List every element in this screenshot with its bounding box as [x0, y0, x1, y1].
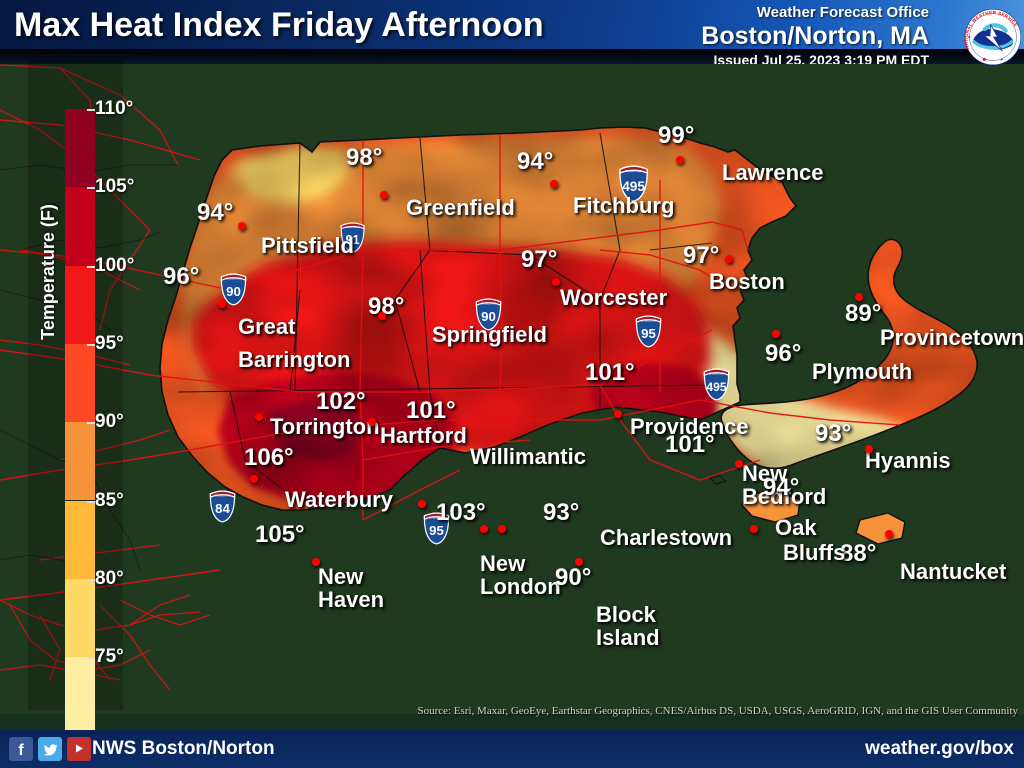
svg-text:f: f [18, 742, 24, 759]
svg-text:84: 84 [215, 501, 230, 516]
svg-text:495: 495 [706, 380, 726, 394]
svg-text:90: 90 [226, 284, 241, 299]
svg-text:495: 495 [622, 179, 645, 194]
svg-text:95: 95 [641, 326, 656, 341]
